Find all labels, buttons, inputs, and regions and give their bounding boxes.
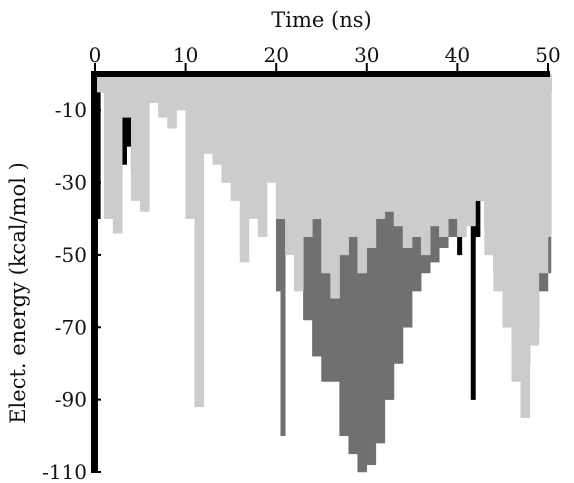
x-tick-label: 20 <box>263 43 288 67</box>
x-tick-label: 50 <box>535 43 560 67</box>
y-tick-label: -70 <box>55 315 87 339</box>
x-tick-label: 30 <box>354 43 379 67</box>
y-axis-line <box>91 71 97 472</box>
ticks: 0 10 20 30 40 50 -10 -30 -50 -70 -90 -110 <box>42 43 561 483</box>
y-tick-label: -30 <box>55 171 87 195</box>
y-axis-title: Elect. energy (kcal/mol ) <box>6 162 30 424</box>
x-tick-label: 40 <box>445 43 470 67</box>
x-axis-line <box>91 71 550 77</box>
y-tick-label: -10 <box>55 98 87 122</box>
y-tick-label: -50 <box>55 243 87 267</box>
x-tick-label: 0 <box>89 43 102 67</box>
series-3-area <box>94 73 552 418</box>
y-tick-label: -110 <box>42 460 87 483</box>
y-tick-label: -90 <box>55 388 87 412</box>
series-layer <box>94 73 552 473</box>
axes <box>91 71 550 472</box>
x-tick-label: 10 <box>173 43 198 67</box>
x-axis-title: Time (ns) <box>271 8 371 32</box>
